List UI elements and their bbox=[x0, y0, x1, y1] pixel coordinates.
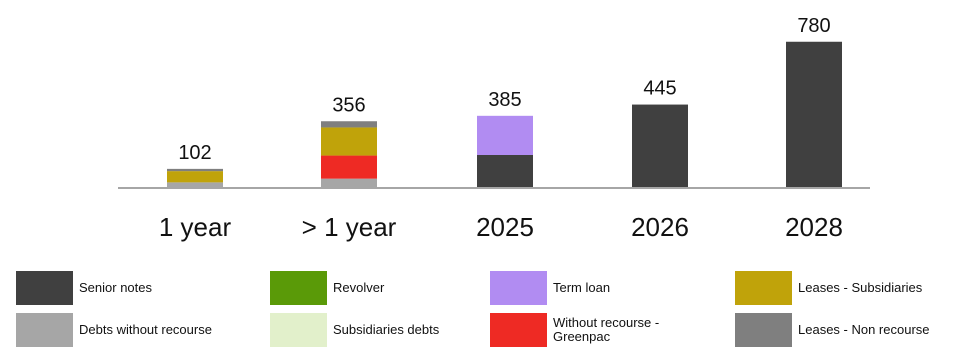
bar-1-year-debts-without-recourse bbox=[321, 178, 377, 188]
bar-2028-senior-notes bbox=[786, 41, 842, 188]
bar-1-year-leases-subsidiaries bbox=[321, 127, 377, 156]
bar-1-year-leases-subsidiaries bbox=[167, 171, 223, 183]
bar-1-year-leases-non-recourse bbox=[321, 121, 377, 128]
total-label-2025: 385 bbox=[488, 89, 521, 111]
category-label-1-year: > 1 year bbox=[302, 212, 397, 242]
category-label-2026: 2026 bbox=[631, 212, 689, 242]
bars-group bbox=[167, 41, 842, 188]
bar-1-year-without-recourse-greenpac bbox=[321, 155, 377, 179]
total-label-2026: 445 bbox=[643, 78, 676, 100]
total-label-1-year: 102 bbox=[178, 142, 211, 164]
total-label-1-year: 356 bbox=[332, 94, 365, 116]
category-label-2028: 2028 bbox=[785, 212, 843, 242]
bar-1-year-leases-non-recourse bbox=[167, 168, 223, 172]
labels-group: 102 1 year 356 > 1 year 385 2025 445 2026 780 202… bbox=[159, 15, 843, 242]
total-label-2028: 780 bbox=[797, 15, 830, 37]
category-label-1-year: 1 year bbox=[159, 212, 232, 242]
bar-1-year-debts-without-recourse bbox=[167, 182, 223, 188]
bar-2026-senior-notes bbox=[632, 104, 688, 188]
bar-2025-term-loan bbox=[477, 115, 533, 155]
category-label-2025: 2025 bbox=[476, 212, 534, 242]
bar-2025-senior-notes bbox=[477, 155, 533, 188]
